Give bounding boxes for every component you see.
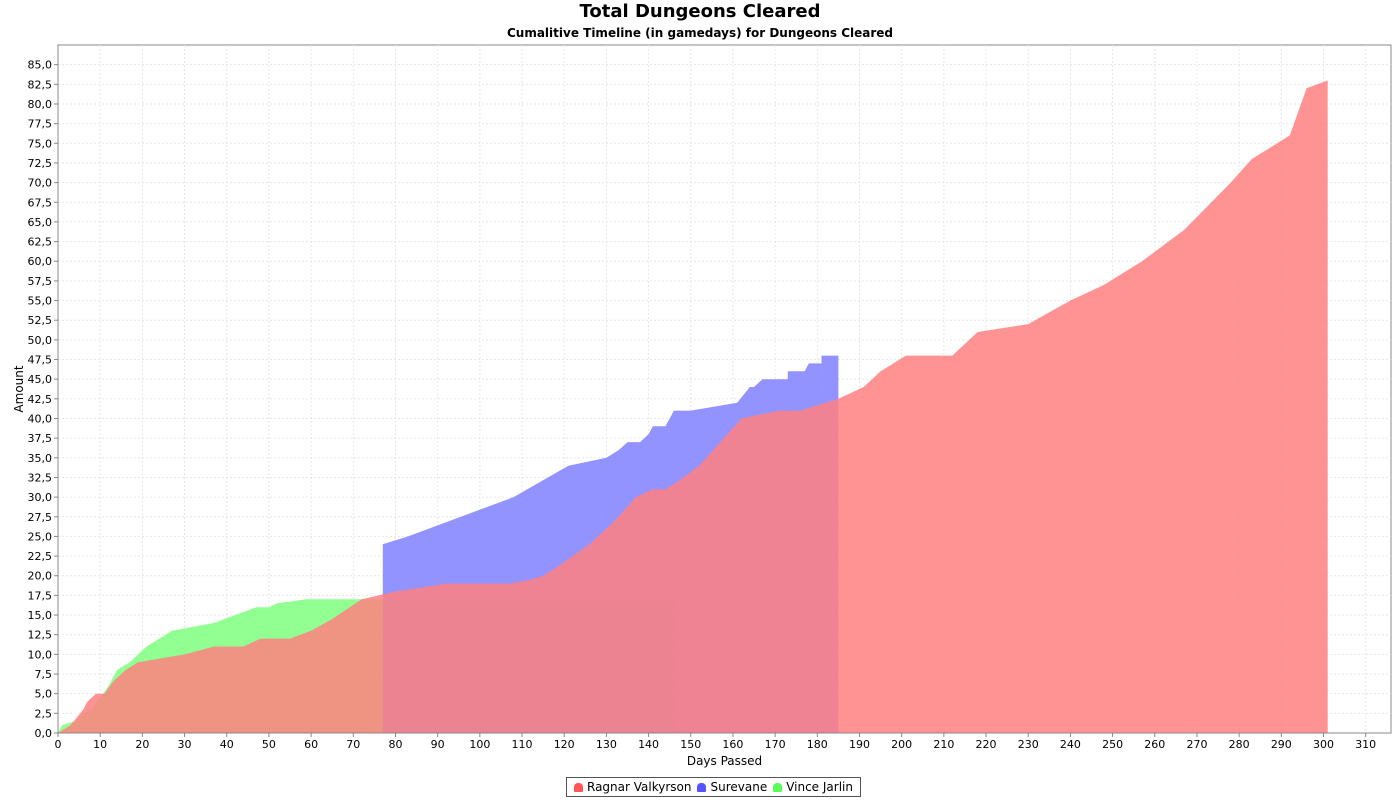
legend-item-surevane: Surevane (697, 780, 767, 794)
y-tick-label: 62,5 (28, 236, 53, 249)
x-tick-label: 120 (554, 738, 575, 751)
chart-subtitle: Cumalitive Timeline (in gamedays) for Du… (506, 26, 894, 40)
y-tick-label: 30,0 (28, 491, 53, 504)
y-tick-label: 2,5 (35, 707, 53, 720)
y-tick-label: 12,5 (28, 629, 53, 642)
y-tick-label: 5,0 (35, 688, 53, 701)
area-series-ragnar-valkyrson (58, 80, 1328, 733)
x-tick-label: 100 (469, 738, 490, 751)
legend-swatch-surevane (697, 782, 707, 792)
y-tick-label: 70,0 (28, 177, 53, 190)
y-tick-label: 50,0 (28, 334, 53, 347)
chart-title: Total Dungeons Cleared (579, 1, 821, 22)
x-tick-label: 210 (933, 738, 954, 751)
y-tick-label: 72,5 (28, 157, 53, 170)
x-tick-label: 130 (596, 738, 617, 751)
y-tick-label: 82,5 (28, 78, 53, 91)
y-tick-label: 42,5 (28, 393, 53, 406)
y-tick-label: 27,5 (28, 511, 53, 524)
x-tick-label: 190 (849, 738, 870, 751)
y-tick-label: 77,5 (28, 118, 53, 131)
y-tick-label: 52,5 (28, 314, 53, 327)
x-axis-label: Days Passed (687, 754, 762, 768)
y-tick-label: 0,0 (35, 727, 53, 740)
x-tick-label: 140 (638, 738, 659, 751)
legend-swatch-ragnar (574, 782, 583, 792)
x-tick-label: 80 (388, 738, 402, 751)
y-tick-label: 20,0 (28, 570, 53, 583)
y-tick-label: 35,0 (28, 452, 53, 465)
y-tick-label: 7,5 (35, 668, 53, 681)
x-tick-label: 10 (93, 738, 107, 751)
y-tick-label: 32,5 (28, 471, 53, 484)
x-tick-label: 200 (891, 738, 912, 751)
x-tick-label: 220 (976, 738, 997, 751)
x-tick-label: 70 (346, 738, 360, 751)
x-tick-label: 250 (1102, 738, 1123, 751)
y-tick-label: 75,0 (28, 137, 53, 150)
y-tick-label: 85,0 (28, 59, 53, 72)
y-tick-label: 25,0 (28, 530, 53, 543)
y-tick-label: 57,5 (28, 275, 53, 288)
x-tick-label: 260 (1144, 738, 1165, 751)
y-tick-label: 65,0 (28, 216, 53, 229)
x-tick-label: 0 (55, 738, 62, 751)
x-tick-label: 40 (220, 738, 234, 751)
x-tick-label: 300 (1313, 738, 1334, 751)
legend: Ragnar Valkyrson Surevane Vince Jarlin (566, 777, 861, 797)
legend-item-vince: Vince Jarlin (773, 780, 853, 794)
y-tick-label: 47,5 (28, 354, 53, 367)
x-tick-label: 170 (765, 738, 786, 751)
x-tick-label: 60 (304, 738, 318, 751)
x-tick-label: 30 (178, 738, 192, 751)
x-tick-label: 310 (1355, 738, 1376, 751)
y-tick-label: 67,5 (28, 196, 53, 209)
y-axis-label: Amount (12, 365, 26, 412)
y-tick-label: 22,5 (28, 550, 53, 563)
legend-label-vince: Vince Jarlin (786, 780, 853, 794)
y-tick-label: 55,0 (28, 295, 53, 308)
x-tick-label: 110 (512, 738, 533, 751)
y-tick-label: 40,0 (28, 412, 53, 425)
x-tick-label: 280 (1229, 738, 1250, 751)
y-tick-label: 37,5 (28, 432, 53, 445)
x-tick-label: 150 (680, 738, 701, 751)
x-tick-label: 270 (1186, 738, 1207, 751)
x-tick-label: 90 (431, 738, 445, 751)
y-tick-label: 17,5 (28, 589, 53, 602)
x-tick-label: 240 (1060, 738, 1081, 751)
x-tick-label: 20 (135, 738, 149, 751)
x-tick-label: 180 (807, 738, 828, 751)
legend-item-ragnar: Ragnar Valkyrson (574, 780, 691, 794)
y-tick-label: 15,0 (28, 609, 53, 622)
x-tick-label: 230 (1018, 738, 1039, 751)
y-tick-label: 60,0 (28, 255, 53, 268)
x-tick-label: 160 (722, 738, 743, 751)
legend-label-surevane: Surevane (710, 780, 768, 794)
x-tick-label: 290 (1271, 738, 1292, 751)
legend-swatch-vince (773, 782, 783, 792)
legend-label-ragnar: Ragnar Valkyrson (587, 780, 692, 794)
y-tick-label: 80,0 (28, 98, 53, 111)
y-tick-label: 45,0 (28, 373, 53, 386)
y-tick-label: 10,0 (28, 648, 53, 661)
x-tick-label: 50 (262, 738, 276, 751)
